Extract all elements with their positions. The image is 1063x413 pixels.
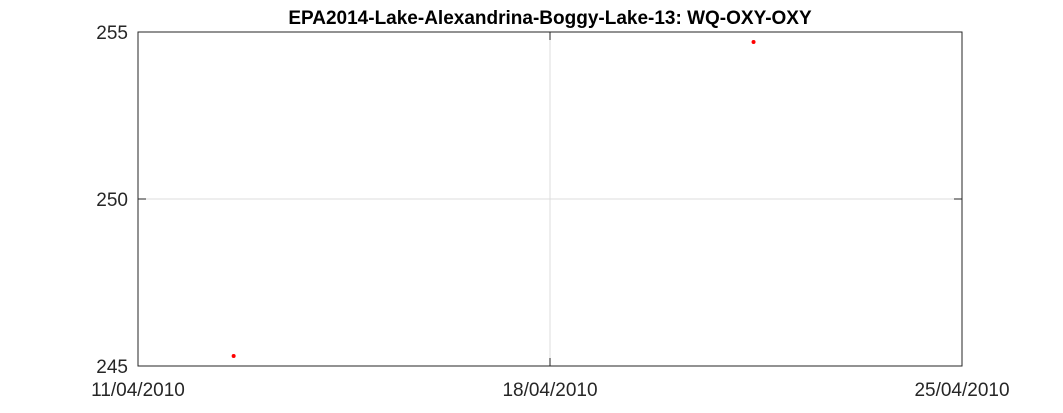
y-tick-label: 245 xyxy=(96,357,128,378)
grid xyxy=(138,32,962,366)
x-tick-label: 18/04/2010 xyxy=(502,380,597,401)
y-tick-label: 255 xyxy=(96,23,128,44)
x-tick-label: 11/04/2010 xyxy=(91,380,185,401)
tick-marks xyxy=(137,31,963,367)
x-tick-label: 25/04/2010 xyxy=(914,380,1009,401)
chart-title: EPA2014-Lake-Alexandrina-Boggy-Lake-13: … xyxy=(288,8,812,29)
y-tick-labels: 245 250 255 xyxy=(96,23,128,378)
data-point xyxy=(231,353,236,358)
data-point xyxy=(751,40,756,45)
data-points xyxy=(231,40,756,358)
y-tick-label: 250 xyxy=(96,190,128,211)
x-tick-labels: 11/04/2010 18/04/2010 25/04/2010 xyxy=(91,380,1009,401)
